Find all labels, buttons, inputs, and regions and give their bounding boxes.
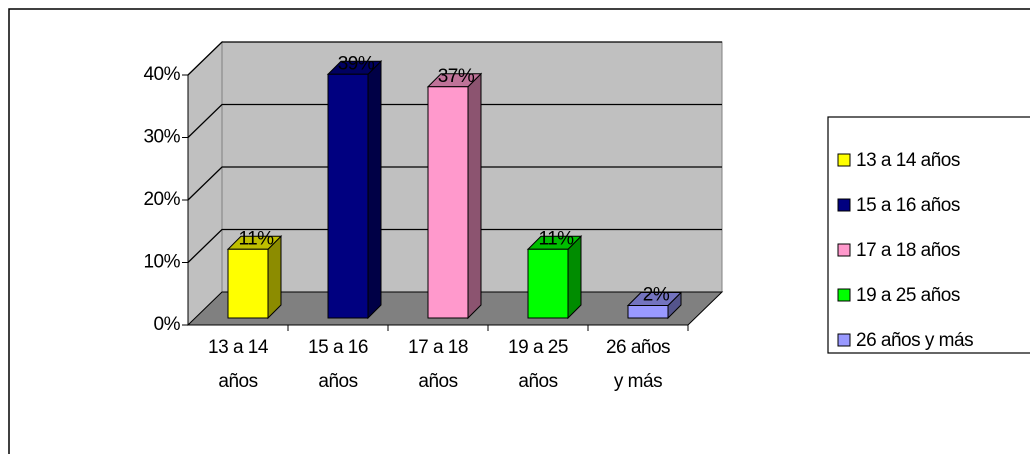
x-tick-label: 15 a 16 años — [308, 337, 368, 392]
y-tick-label: 0% — [154, 314, 181, 335]
bar — [327, 73, 369, 319]
bar — [427, 86, 469, 319]
grid-line — [187, 228, 722, 263]
y-tick-label: 30% — [143, 127, 180, 148]
legend-swatch — [837, 288, 851, 302]
value-label: 39% — [338, 53, 375, 74]
legend-swatch — [837, 333, 851, 347]
bar — [527, 248, 569, 319]
x-tick-label: 17 a 18 años — [408, 337, 468, 392]
y-tick-label: 20% — [143, 189, 180, 210]
legend-label: 17 a 18 años — [856, 240, 960, 261]
legend-swatch — [837, 243, 851, 257]
legend-box — [827, 116, 1030, 354]
bar — [227, 248, 269, 319]
x-tick-label: 26 años y más — [605, 337, 671, 392]
legend-swatch — [837, 153, 851, 167]
x-tick-label: 13 a 14 años — [208, 337, 268, 392]
legend-swatch — [837, 198, 851, 212]
grid-line — [187, 166, 722, 201]
value-label: 2% — [643, 285, 670, 306]
legend-label: 26 años y más — [856, 330, 973, 351]
bar — [627, 305, 669, 319]
y-tick-label: 10% — [143, 252, 180, 273]
value-label: 11% — [538, 228, 574, 249]
legend-label: 13 a 14 años — [856, 150, 960, 171]
bar-side — [367, 60, 382, 320]
legend-label: 19 a 25 años — [856, 285, 960, 306]
value-label: 37% — [438, 66, 475, 87]
y-tick-label: 40% — [143, 64, 180, 85]
grid-line — [187, 41, 722, 76]
grid-line — [187, 103, 722, 138]
legend-label: 15 a 16 años — [856, 195, 960, 216]
x-tick-label: 19 a 25 años — [508, 337, 568, 392]
value-label: 11% — [238, 228, 274, 249]
bar-side — [467, 72, 482, 320]
